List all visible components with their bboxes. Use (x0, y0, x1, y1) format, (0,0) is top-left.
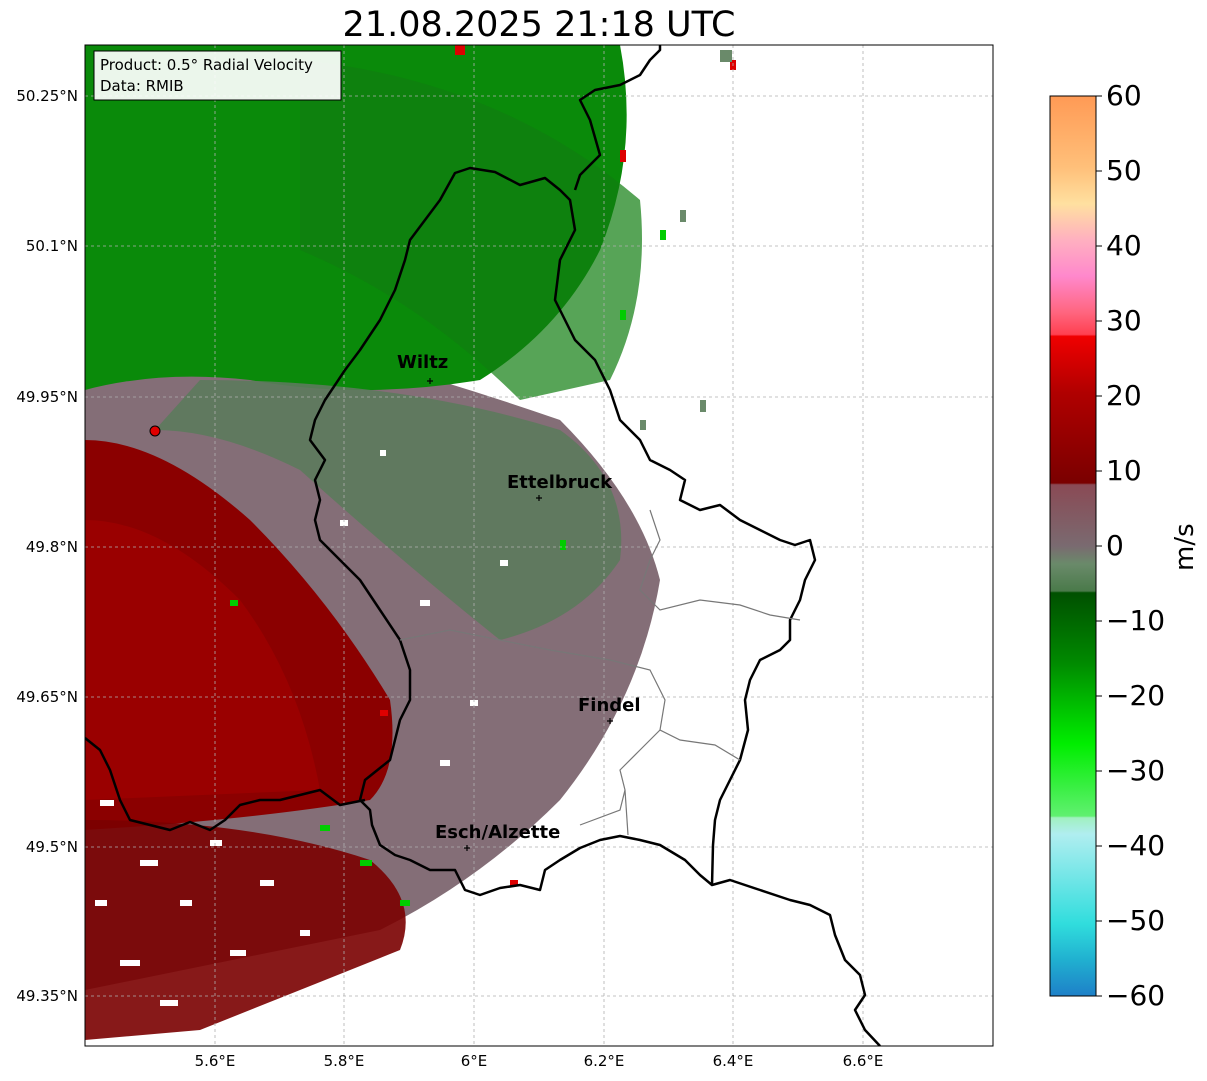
colorbar-tick-label: 30 (1106, 304, 1142, 337)
lon-tick-label: 5.8°E (324, 1052, 365, 1070)
colorbar-tick-label: −30 (1106, 754, 1165, 787)
map-frame (84, 44, 994, 1047)
lat-axis: 50.25°N 50.1°N 49.95°N 49.8°N 49.65°N 49… (16, 87, 78, 1005)
city-marker-findel (607, 718, 613, 724)
colorbar-tick-label: −60 (1106, 979, 1165, 1012)
district-borders (399, 509, 801, 836)
colorbar-gradient (1049, 95, 1097, 997)
info-product: Product: 0.5° Radial Velocity (100, 56, 313, 74)
lat-tick-label: 49.8°N (26, 538, 78, 556)
colorbar-tick-label: 20 (1106, 379, 1142, 412)
colorbar-tick-label: 50 (1106, 154, 1142, 187)
city-marker-esch (464, 845, 470, 851)
city-markers (427, 378, 613, 851)
lat-tick-label: 50.1°N (26, 237, 78, 255)
lon-tick-label: 6.2°E (584, 1052, 625, 1070)
colorbar-tick-label: −40 (1106, 829, 1165, 862)
city-label-esch-alzette: Esch/Alzette (435, 822, 560, 843)
colorbar-tick-label: 0 (1106, 529, 1124, 562)
colorbar: 60 50 40 30 20 10 0 −10 −20 −30 −40 −50 … (1049, 79, 1165, 1012)
gridlines (85, 45, 993, 1046)
radar-site-marker (149, 425, 161, 437)
lon-axis: 5.6°E 5.8°E 6°E 6.2°E 6.4°E 6.6°E (195, 1052, 884, 1070)
lon-tick-label: 5.6°E (195, 1052, 236, 1070)
lat-tick-label: 49.65°N (16, 688, 78, 706)
city-label-wiltz: Wiltz (397, 352, 448, 373)
lat-tick-label: 49.95°N (16, 388, 78, 406)
colorbar-tick-label: 40 (1106, 229, 1142, 262)
info-box: Product: 0.5° Radial Velocity Data: RMIB (93, 50, 342, 101)
lon-tick-label: 6.6°E (843, 1052, 884, 1070)
lat-tick-label: 50.25°N (16, 87, 78, 105)
city-label-ettelbruck: Ettelbruck (507, 472, 613, 493)
country-borders (85, 45, 881, 1046)
lat-tick-label: 49.5°N (26, 838, 78, 856)
colorbar-tick-label: 10 (1106, 454, 1142, 487)
radar-velocity-field (85, 45, 736, 1040)
colorbar-tick-label: −50 (1106, 904, 1165, 937)
colorbar-tick-label: −10 (1106, 604, 1165, 637)
lon-tick-label: 6.4°E (713, 1052, 754, 1070)
colorbar-unit-label: m/s (1170, 523, 1200, 571)
city-marker-wiltz (427, 378, 433, 384)
lat-tick-label: 49.35°N (16, 987, 78, 1005)
colorbar-tick-label: −20 (1106, 679, 1165, 712)
city-label-findel: Findel (578, 695, 641, 716)
lon-tick-label: 6°E (461, 1052, 488, 1070)
info-data-source: Data: RMIB (100, 77, 184, 95)
city-marker-ettelbruck (536, 495, 542, 501)
colorbar-tick-label: 60 (1106, 79, 1142, 112)
map-title: 21.08.2025 21:18 UTC (342, 5, 736, 45)
